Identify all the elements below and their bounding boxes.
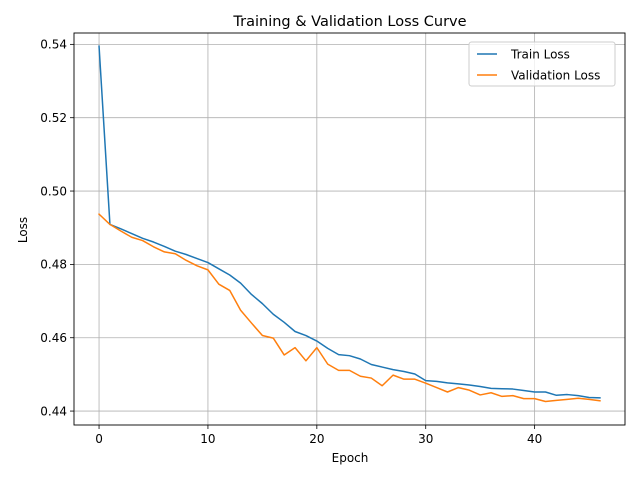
- x-tick-label: 30: [418, 432, 433, 446]
- x-tick-label: 10: [200, 432, 215, 446]
- plot-frame: [73, 32, 626, 426]
- chart-title: Training & Validation Loss Curve: [232, 14, 466, 30]
- legend-box: [468, 41, 616, 87]
- legend-entry-label: Validation Loss: [511, 69, 600, 83]
- y-tick-label: 0.54: [40, 38, 67, 52]
- x-tick-label: 20: [309, 432, 324, 446]
- x-axis-label: Epoch: [332, 451, 369, 465]
- y-tick-label: 0.48: [40, 258, 67, 272]
- series-layer: [97, 45, 601, 403]
- series-line-validation-loss: [97, 213, 601, 403]
- x-tick-label: 40: [527, 432, 542, 446]
- y-tick-label: 0.52: [40, 111, 67, 125]
- y-tick-label: 0.44: [40, 404, 67, 418]
- series-line-train-loss: [98, 45, 601, 399]
- legend-entry-label: Train Loss: [510, 48, 570, 62]
- legend: Train Loss Validation Loss: [468, 41, 616, 87]
- y-axis-label: Loss: [16, 217, 30, 243]
- y-tick-label: 0.50: [40, 184, 67, 198]
- y-tick-label: 0.46: [40, 331, 67, 345]
- tick-layer: 0 10 20 30 40 0.44 0.46 0.48 0.50 0.52 0.54: [40, 38, 542, 446]
- x-tick-label: 0: [95, 432, 103, 446]
